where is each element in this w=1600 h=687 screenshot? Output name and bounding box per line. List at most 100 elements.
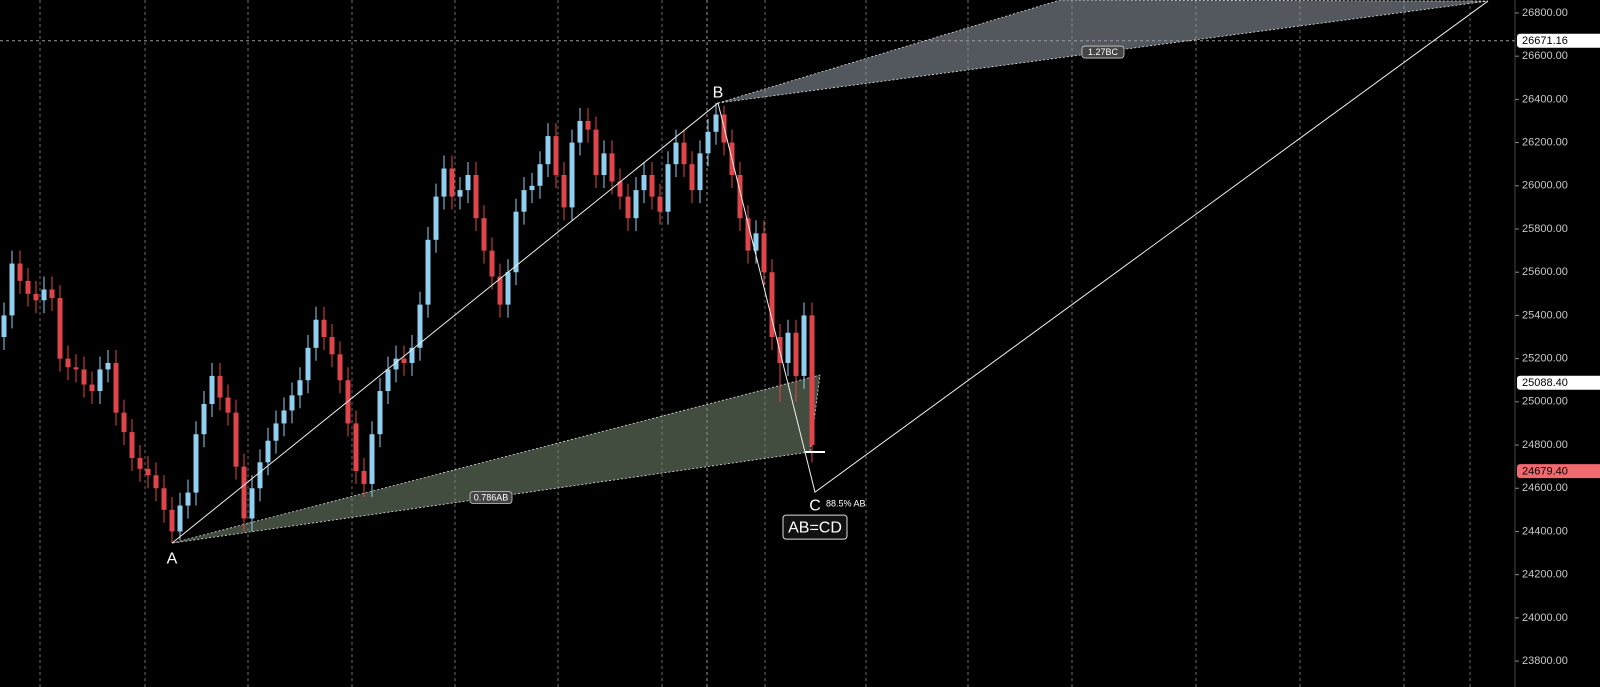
candle-body	[337, 354, 343, 381]
candle-body	[393, 358, 399, 370]
candle-body	[609, 153, 615, 182]
y-tick-label: 25800.00	[1522, 223, 1568, 235]
candle-body	[369, 434, 375, 484]
pattern-point-label: A	[167, 550, 178, 567]
candle-body	[145, 468, 151, 476]
candle-body	[385, 369, 391, 392]
pattern-title: AB=CD	[788, 519, 842, 536]
candle-body	[489, 250, 495, 277]
candle-body	[113, 362, 119, 413]
zone-label: 1.27BC	[1088, 47, 1119, 57]
candle-body	[321, 319, 327, 338]
candle-body	[713, 114, 719, 132]
zone-label: 0.786AB	[474, 492, 509, 502]
candle-body	[529, 185, 535, 191]
candle-body	[505, 272, 511, 305]
candle-body	[625, 196, 631, 219]
candle-body	[153, 475, 159, 489]
candle-body	[457, 190, 463, 197]
candle-body	[521, 190, 527, 212]
vertical-grid	[39, 0, 1471, 687]
candle-body	[305, 347, 311, 381]
candle-body	[225, 397, 231, 413]
candle-body	[417, 304, 423, 348]
candle-body	[1, 315, 7, 338]
candle-body	[241, 466, 247, 519]
candle-body	[737, 174, 743, 219]
candle-body	[49, 289, 55, 299]
candle-body	[193, 434, 199, 493]
zone-label-box	[1081, 45, 1125, 59]
candle-body	[753, 233, 759, 251]
candle-body	[409, 347, 415, 363]
y-tick-label: 26000.00	[1522, 180, 1568, 192]
candle-body	[313, 319, 319, 348]
candle-body	[233, 412, 239, 467]
candle-body	[425, 239, 431, 305]
price-marker-box	[1517, 33, 1600, 48]
candle-body	[209, 375, 215, 404]
candle-body	[33, 293, 39, 301]
y-tick-label: 26800.00	[1522, 7, 1568, 19]
y-tick-label: 24600.00	[1522, 482, 1568, 494]
candle-body	[161, 488, 167, 510]
y-tick-label: 24800.00	[1522, 439, 1568, 451]
candle-body	[585, 120, 591, 130]
candle-body	[657, 196, 663, 212]
candle-body	[249, 488, 255, 519]
candle-body	[497, 276, 503, 305]
candle-body	[481, 218, 487, 251]
candle-body	[89, 384, 95, 392]
candle-body	[265, 440, 271, 463]
y-tick-label: 26600.00	[1522, 50, 1568, 62]
candle-body	[281, 410, 287, 424]
candle-body	[185, 492, 191, 506]
candle-body	[121, 412, 127, 433]
candle-body	[673, 142, 679, 165]
price-marker-box	[1517, 375, 1600, 390]
price-marker-label: 25088.40	[1522, 377, 1568, 389]
candle-body	[57, 298, 63, 359]
pattern-line	[171, 0, 1489, 544]
y-tick-label: 24000.00	[1522, 612, 1568, 624]
candle-body	[297, 380, 303, 396]
zone-label-box	[469, 491, 513, 504]
candle-body	[329, 337, 335, 355]
y-tick-label: 26400.00	[1522, 93, 1568, 105]
candle-body	[137, 458, 143, 469]
candle-body	[545, 136, 551, 165]
candle-body	[65, 358, 71, 368]
candle-body	[9, 263, 15, 316]
candle-body	[785, 332, 791, 363]
candle-body	[793, 332, 799, 376]
candle-body	[561, 174, 567, 208]
candle-body	[649, 174, 655, 197]
candle-body	[25, 280, 31, 294]
candle-body	[809, 315, 815, 446]
price-marker-label: 24679.40	[1522, 465, 1568, 477]
candle-body	[433, 196, 439, 240]
candle-body	[601, 153, 607, 175]
candle-body	[577, 120, 583, 143]
candle-body	[465, 174, 471, 191]
candle-body	[705, 131, 711, 154]
candle-body	[681, 142, 687, 165]
candle-body	[17, 263, 23, 281]
y-tick-label: 26200.00	[1522, 136, 1568, 148]
y-tick-label: 25400.00	[1522, 309, 1568, 321]
candle-body	[553, 136, 559, 175]
candle-body	[473, 174, 479, 219]
candle-body	[633, 190, 639, 219]
candle-body	[201, 403, 207, 435]
pattern-point-label: C	[809, 497, 821, 514]
candle-body	[169, 509, 175, 532]
candle-body	[257, 462, 263, 489]
price-marker-label: 26671.16	[1522, 35, 1568, 47]
candle-body	[73, 367, 79, 370]
candle-body	[401, 358, 407, 363]
candle-body	[129, 432, 135, 458]
price-marker-box	[1517, 464, 1600, 479]
c-note: 88.5% AB	[826, 499, 866, 509]
